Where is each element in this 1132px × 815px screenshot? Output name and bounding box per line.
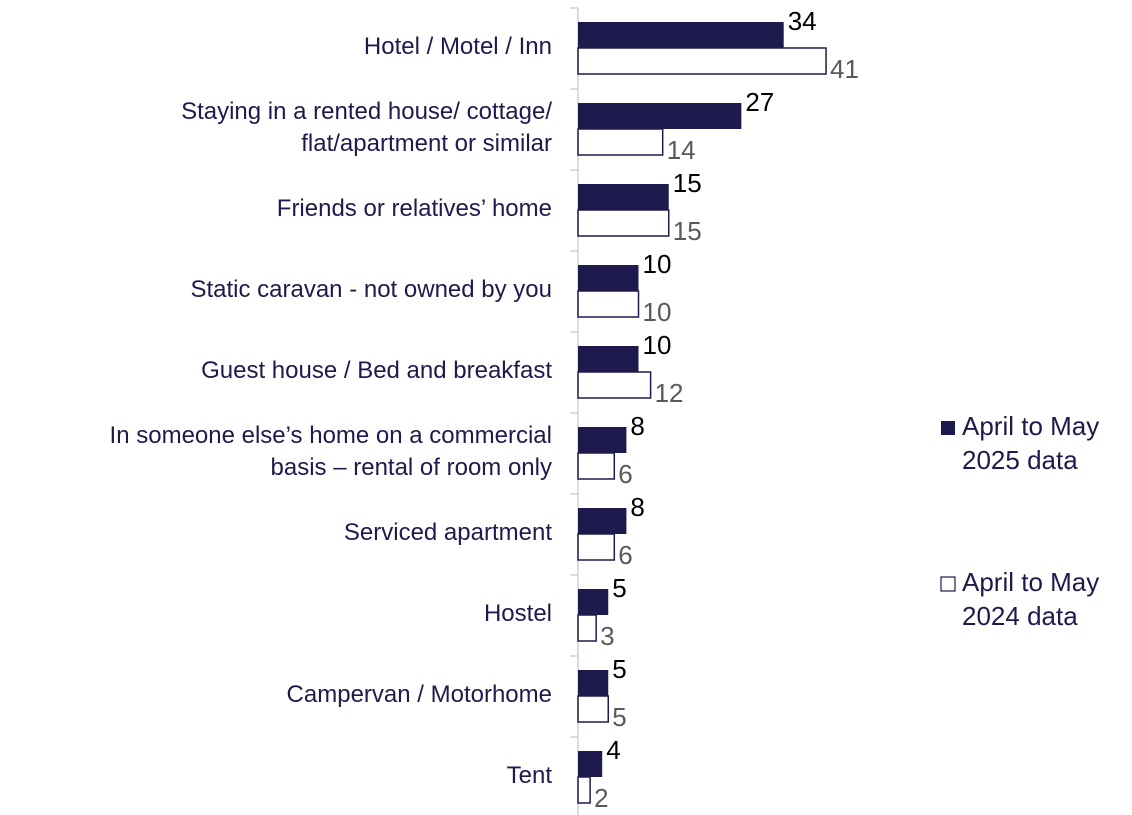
category-label: Serviced apartment <box>344 519 552 546</box>
legend-swatch <box>940 576 956 592</box>
value-label: 10 <box>643 297 672 327</box>
bar <box>577 209 670 237</box>
category-label: Staying in a rented house/ cottage/flat/… <box>181 98 552 157</box>
legend-label: April to May 2025 data <box>962 411 1099 475</box>
bar <box>577 371 652 399</box>
value-label: 5 <box>612 573 626 603</box>
bar <box>577 128 664 156</box>
category-label: In someone else’s home on a commercial ba… <box>110 422 552 481</box>
value-label: 10 <box>643 249 672 279</box>
bar <box>578 427 627 453</box>
legend-label: April to May 2024 data <box>962 567 1099 631</box>
value-label: 2 <box>594 783 608 813</box>
value-label: 41 <box>830 54 859 84</box>
category-label: Friends or relatives’ home <box>277 195 552 222</box>
bar <box>578 103 742 129</box>
bar <box>578 265 639 291</box>
bar <box>578 508 627 534</box>
value-label: 15 <box>673 168 702 198</box>
bar <box>577 452 616 480</box>
value-label: 27 <box>745 87 774 117</box>
legend-swatch <box>941 421 955 435</box>
value-label: 12 <box>655 378 684 408</box>
category-label: Tent <box>507 762 553 789</box>
bar <box>578 589 609 615</box>
bar <box>578 22 784 48</box>
value-label: 6 <box>618 459 632 489</box>
bar <box>577 533 616 561</box>
category-label: Hostel <box>484 600 552 627</box>
value-label: 5 <box>612 702 626 732</box>
value-label: 6 <box>618 540 632 570</box>
category-label: Campervan / Motorhome <box>287 681 552 708</box>
bar <box>578 346 639 372</box>
value-label: 3 <box>600 621 614 651</box>
bar <box>577 614 597 642</box>
value-label: 8 <box>630 492 644 522</box>
value-label: 15 <box>673 216 702 246</box>
category-label: Static caravan - not owned by you <box>190 276 552 303</box>
value-label: 4 <box>606 735 620 765</box>
value-label: 14 <box>667 135 696 165</box>
bar <box>578 670 609 696</box>
bar <box>578 751 603 777</box>
value-label: 8 <box>630 411 644 441</box>
bar <box>577 47 827 75</box>
value-label: 34 <box>788 6 817 36</box>
value-label: 5 <box>612 654 626 684</box>
bar <box>577 290 640 318</box>
bar <box>578 184 669 210</box>
category-label: Hotel / Motel / Inn <box>364 33 552 60</box>
bar <box>577 776 591 804</box>
value-label: 10 <box>643 330 672 360</box>
bar <box>577 695 609 723</box>
category-label: Guest house / Bed and breakfast <box>201 357 552 384</box>
